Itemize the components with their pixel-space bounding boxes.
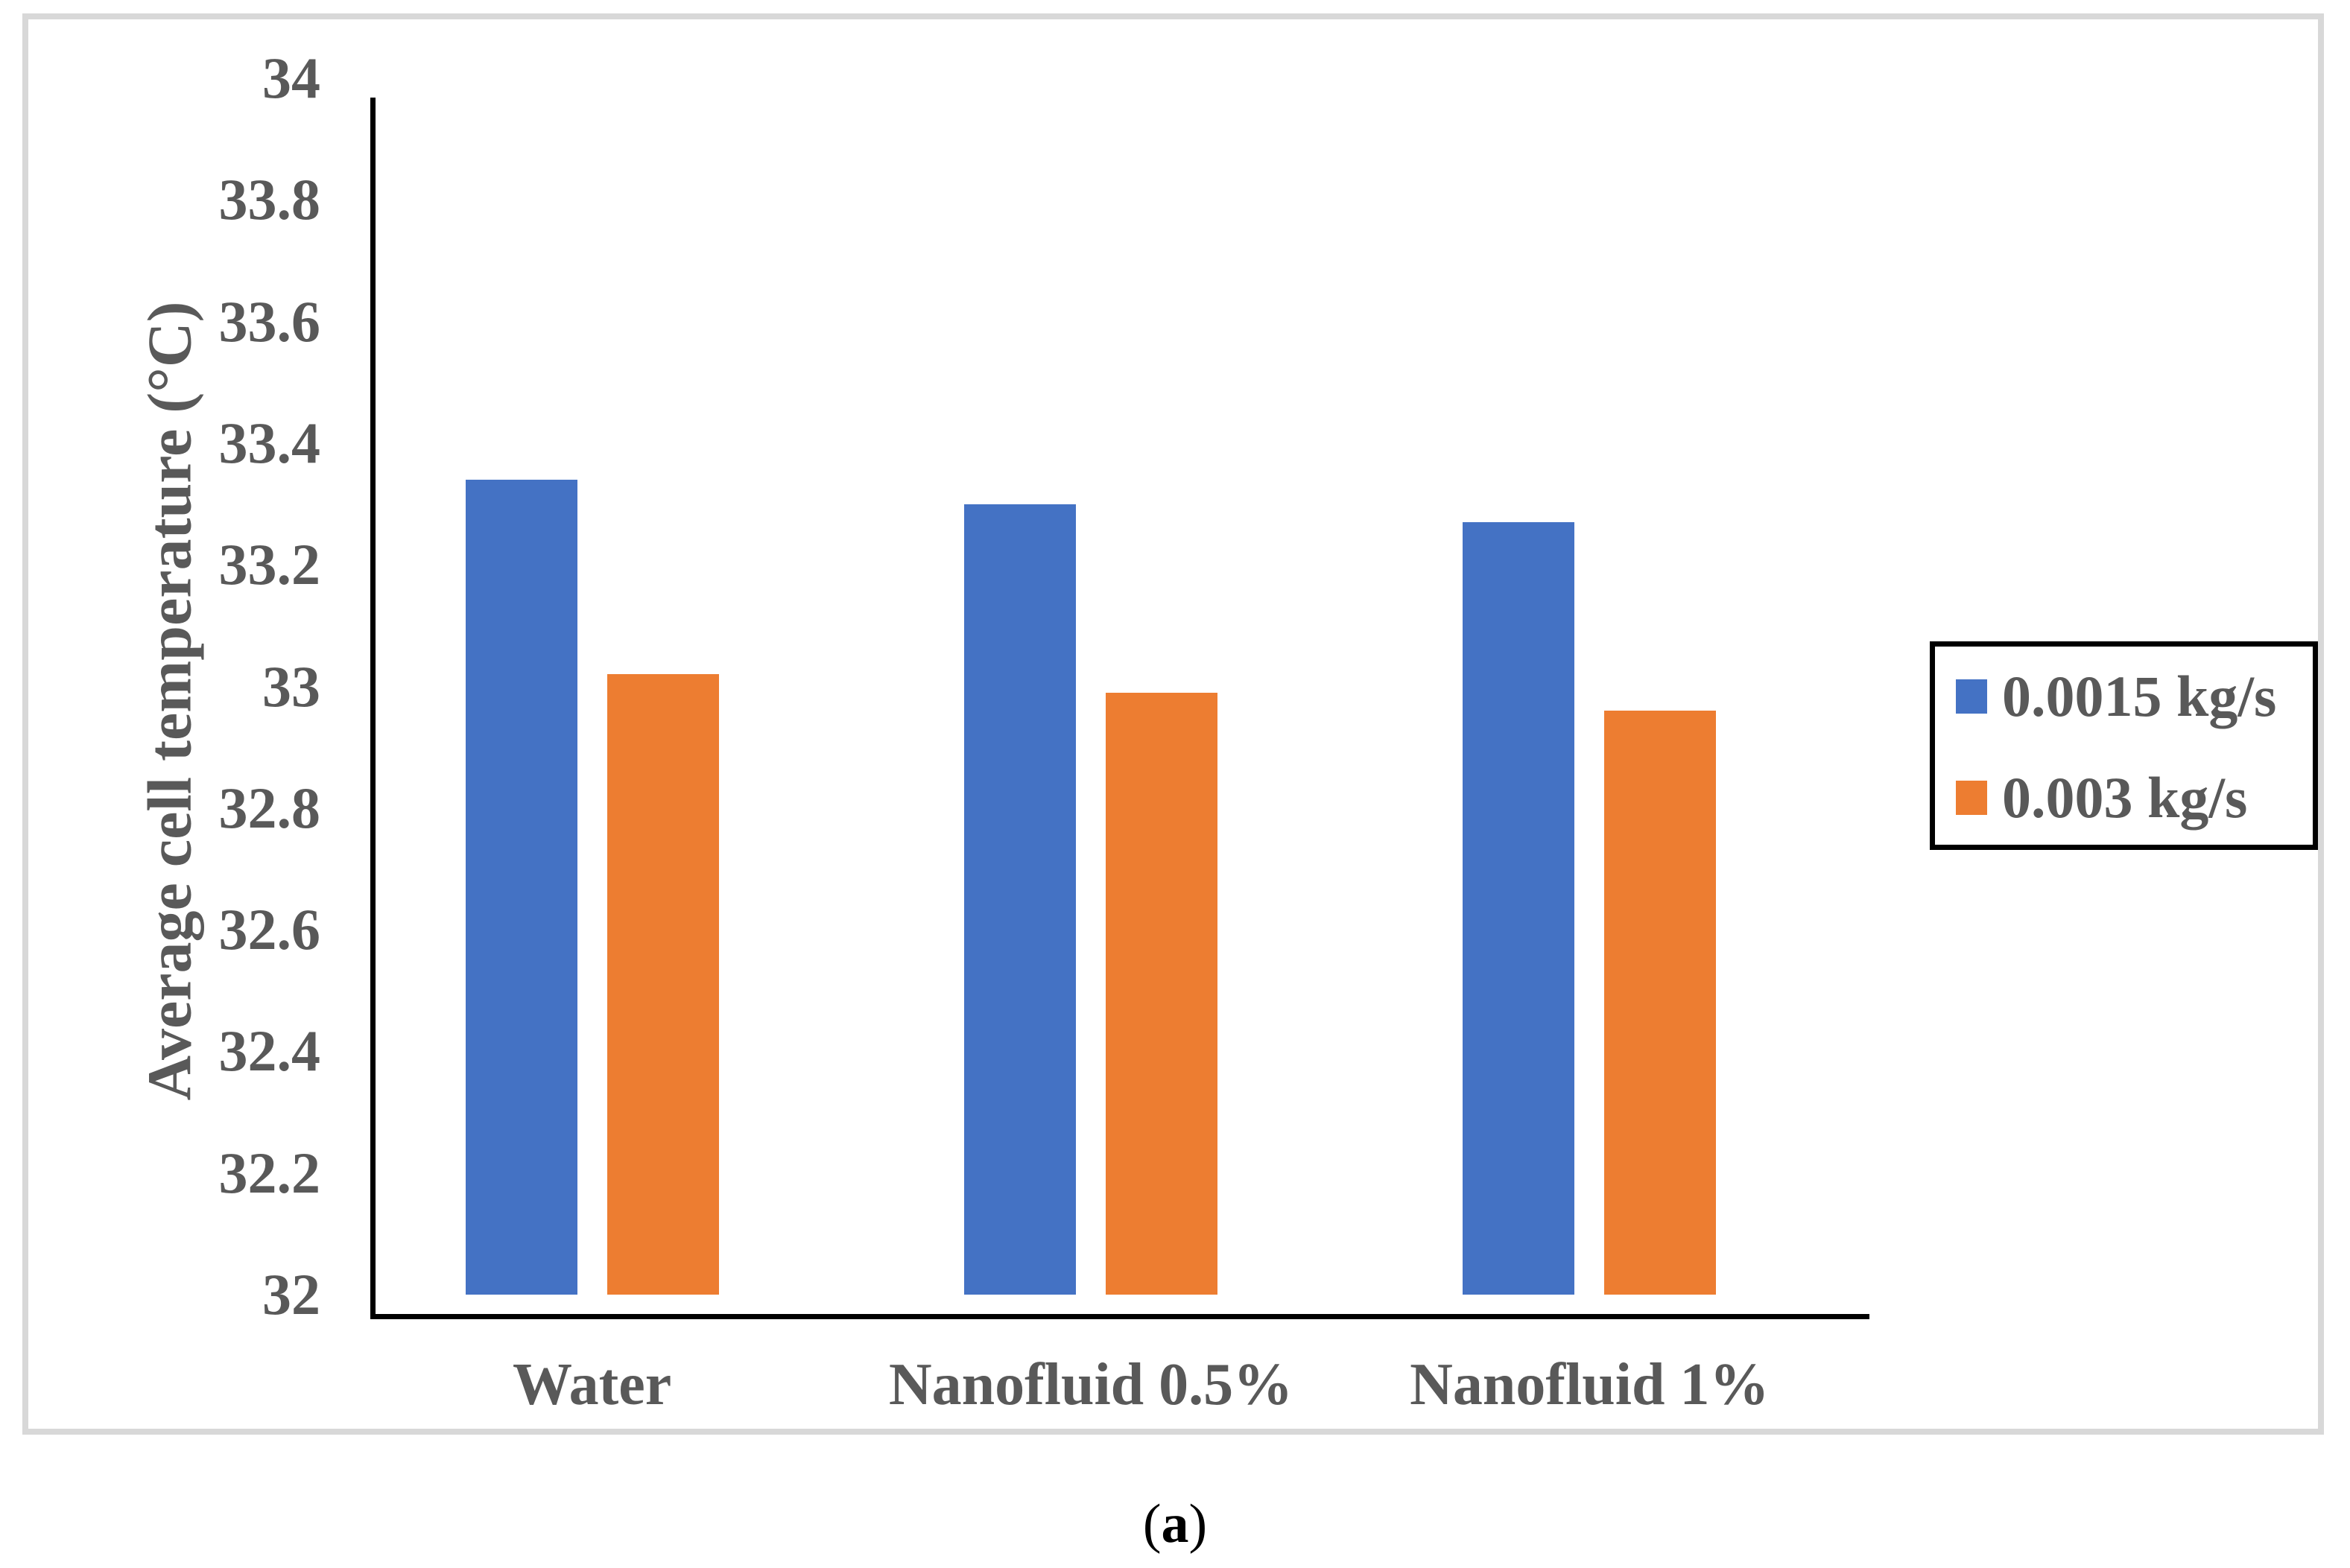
y-tick-label-32.8: 32.8 [218,775,321,840]
chart-frame: 32 32.2 32.4 32.6 32.8 33 33.2 33.4 33.6 33.8 34 A… [22,13,2324,1435]
y-tick-label-32: 32 [262,1262,320,1327]
y-tick-label-32.2: 32.2 [218,1140,321,1205]
legend-label: 0.0015 kg/s [2002,664,2277,729]
caption-letter: a [1161,1494,1189,1555]
x-category-label-nanofluid-0.5-: Nanofluid 0.5% [888,1352,1293,1418]
bar-nanofluid-1--0.0015-kg-s [1463,522,1575,1295]
x-axis-line [370,1314,1869,1319]
caption-paren-close: ) [1188,1494,1208,1555]
y-tick-label-33.2: 33.2 [218,532,321,597]
bar-nanofluid-1--0.003-kg-s [1604,711,1717,1295]
legend-item-1: 0.003 kg/s [1935,764,2313,832]
x-category-label-water: Water [513,1352,672,1418]
y-axis-line [370,98,376,1318]
bar-water-0.0015-kg-s [465,479,577,1295]
legend-swatch-orange-icon [1956,781,1987,815]
bar-nanofluid-0.5--0.003-kg-s [1106,692,1217,1295]
y-tick-label-33.6: 33.6 [218,288,321,354]
y-tick-label-33: 33 [262,653,320,719]
y-tick-label-34: 34 [262,45,320,110]
legend-label: 0.003 kg/s [2002,765,2248,830]
bar-water-0.003-kg-s [606,674,719,1295]
legend-item-0: 0.0015 kg/s [1935,662,2313,731]
y-tick-label-33.4: 33.4 [218,410,321,475]
x-category-label-nanofluid-1-: Nanofluid 1% [1410,1352,1770,1418]
figure-caption: (a) [0,1488,2350,1560]
bar-nanofluid-0.5--0.0015-kg-s [964,504,1076,1295]
legend: 0.0015 kg/s 0.003 kg/s [1930,641,2318,850]
y-tick-label-32.6: 32.6 [218,897,321,962]
caption-paren-open: ( [1142,1494,1162,1555]
y-tick-label-33.8: 33.8 [218,167,321,232]
legend-swatch-blue-icon [1956,679,1987,714]
y-tick-label-32.4: 32.4 [218,1018,321,1084]
y-axis-title: Average cell temperature (°C) [135,301,205,1101]
